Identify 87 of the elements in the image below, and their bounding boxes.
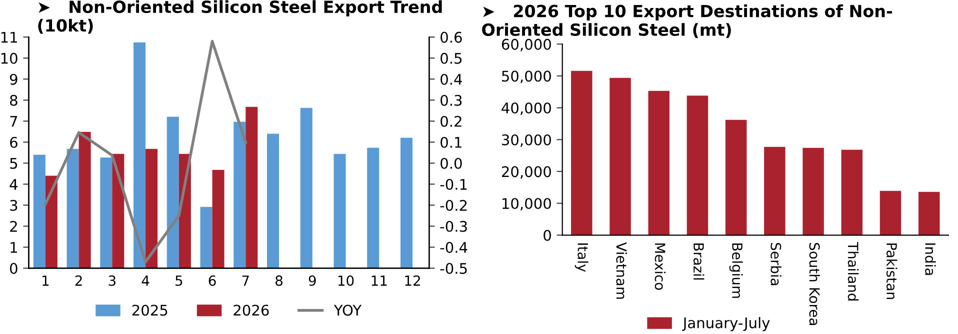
x-tick-label: 5: [176, 276, 182, 286]
bar: [78, 132, 91, 268]
x-tick-label: 10: [338, 275, 354, 286]
y2-tick-label: -0.1: [440, 178, 467, 190]
y-tick-label: 30,000: [502, 134, 551, 147]
x-tick-label: Brazil: [693, 243, 704, 280]
x-tick-label: 12: [405, 275, 420, 286]
y2-tick-label: 0.0: [440, 158, 462, 169]
legend-label: 2026: [234, 304, 269, 316]
bar: [334, 154, 346, 268]
bar: [267, 134, 280, 268]
bar: [134, 42, 146, 268]
y-tick-label: 11: [1, 32, 17, 43]
bar: [610, 78, 631, 236]
legend-label: YOY: [334, 304, 362, 316]
x-tick-label: 1: [42, 276, 49, 286]
bar: [234, 122, 246, 268]
x-tick-label: India: [925, 243, 936, 275]
y2-tick-label: 0.1: [440, 136, 462, 148]
y-tick-label: 0: [544, 230, 551, 241]
y-tick-label: 3: [10, 200, 18, 211]
x-tick-label: Mexico: [654, 243, 666, 290]
y-tick-label: 50,000: [502, 70, 551, 84]
bar: [725, 120, 747, 236]
x-tick-label: 3: [108, 275, 116, 286]
y2-tick-label: 0.5: [440, 52, 462, 64]
y-tick-label: 0: [10, 262, 18, 274]
line-series: [44, 40, 248, 264]
bar: [764, 146, 786, 236]
x-tick-label: 4: [142, 276, 150, 286]
bar: [212, 170, 224, 268]
chart-title: ➤ Non-Oriented Silicon Steel Export Trend (10kt): [38, 0, 442, 34]
y-tick-label: 20,000: [502, 166, 551, 179]
bar: [200, 206, 212, 268]
bar: [100, 157, 112, 268]
y2-tick-label: 0.2: [440, 116, 462, 127]
bar: [648, 90, 670, 236]
x-tick-label: Thailand: [848, 242, 859, 300]
bar: [146, 148, 158, 268]
x-tick-label: Serbia: [770, 242, 782, 286]
y2-tick-label: -0.2: [440, 200, 467, 211]
bar: [66, 148, 79, 268]
x-tick-label: 11: [372, 276, 387, 286]
legend-label: 2025: [132, 304, 168, 316]
y-tick-label: 10,000: [502, 198, 551, 211]
bar: [802, 148, 824, 236]
bar: [112, 154, 124, 268]
y2-tick-label: 0.6: [440, 32, 462, 43]
bar: [400, 138, 412, 268]
x-tick-label: 8: [276, 275, 282, 286]
y-tick-label: 5: [10, 158, 18, 169]
x-tick-label: 9: [308, 275, 316, 286]
y-tick-label: 40,000: [502, 102, 551, 116]
bar: [880, 190, 902, 236]
y-tick-label: 60,000: [502, 38, 551, 52]
bar: [246, 106, 258, 268]
bar: [300, 108, 312, 268]
x-tick-label: Belgium: [729, 243, 743, 298]
y-tick-label: 7: [10, 116, 18, 127]
y2-tick-label: -0.3: [440, 220, 467, 232]
chart-title: ➤ 2026 Top 10 Export Destinations of Non- Oriented Silicon Steel (mt): [482, 4, 892, 38]
y-tick-label: 8: [10, 94, 18, 106]
bar: [918, 192, 940, 236]
y-tick-label: 4: [10, 179, 18, 190]
y2-tick-label: 0.4: [440, 74, 462, 85]
y-tick-label: 2: [10, 220, 17, 232]
bar: [166, 116, 179, 268]
legend-label: January-July: [682, 317, 770, 332]
bar: [841, 150, 863, 236]
bar: [45, 176, 58, 268]
x-tick-label: 2: [75, 275, 82, 286]
x-tick-label: Italy: [574, 243, 588, 272]
bar: [367, 148, 380, 268]
y2-tick-label: 0.3: [440, 94, 462, 106]
y2-tick-label: -0.4: [440, 242, 468, 253]
y-tick-label: 6: [10, 136, 18, 148]
y-tick-label: 10: [1, 52, 18, 64]
x-tick-label: South Korea: [809, 242, 820, 325]
y2-tick-label: -0.5: [440, 262, 467, 274]
y-tick-label: 9: [10, 74, 18, 85]
bar: [686, 96, 708, 236]
bar: [33, 154, 46, 268]
x-tick-label: 7: [242, 276, 249, 286]
x-tick-label: 6: [208, 275, 216, 286]
x-tick-label: Pakistan: [886, 243, 898, 300]
x-tick-label: Vietnam: [616, 242, 627, 299]
bar: [571, 70, 592, 236]
